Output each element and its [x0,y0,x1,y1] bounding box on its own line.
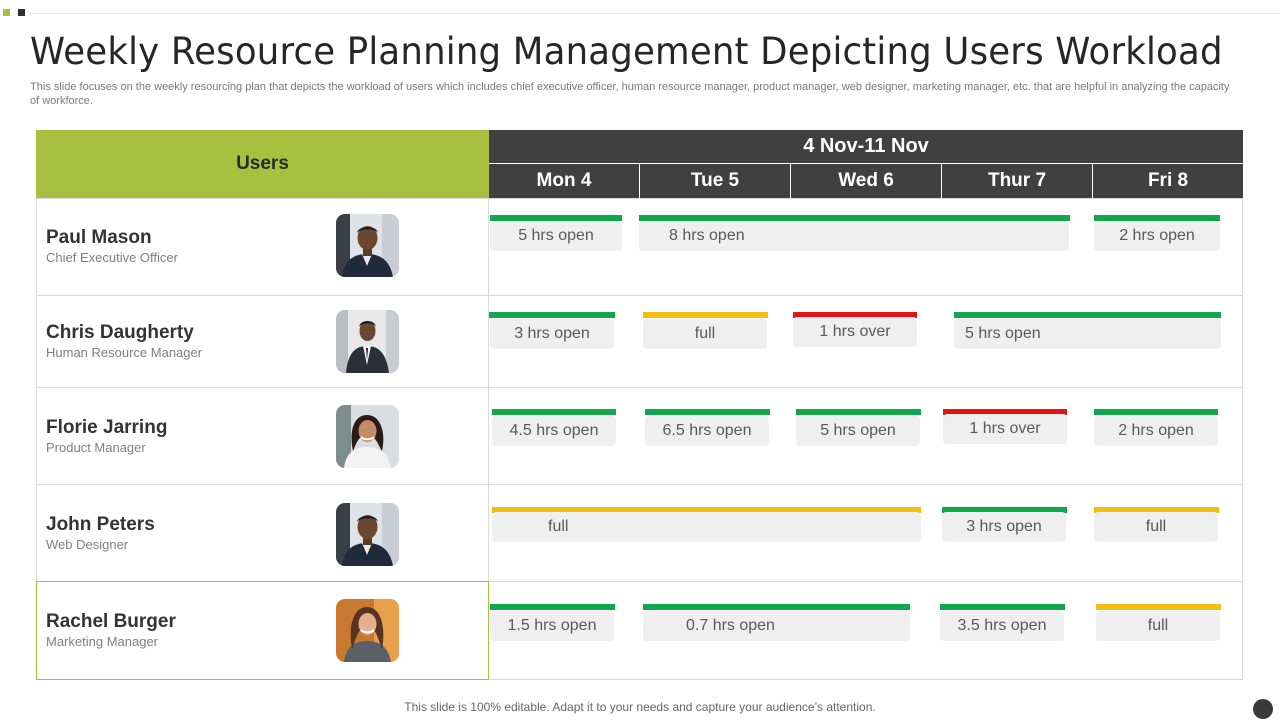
workload-cell[interactable]: 1.5 hrs open [490,611,614,641]
user-role: Human Resource Manager [46,345,203,360]
user-role: Product Manager [46,440,146,455]
man-photo-icon [336,503,399,566]
day-header-fri: Fri 8 [1093,164,1243,198]
status-bar [490,604,615,610]
footer-note: This slide is 100% editable. Adapt it to… [404,700,876,714]
user-avatar [336,405,399,468]
slide-subtitle: This slide focuses on the weekly resourc… [30,81,1230,107]
workload-cell[interactable]: 5 hrs open [954,319,1221,349]
row-divider [36,581,1243,582]
status-bar [492,507,921,513]
workload-cell[interactable]: 1 hrs over [793,317,917,347]
status-bar [796,409,921,415]
status-bar [492,409,616,415]
workload-cell[interactable]: 6.5 hrs open [645,416,769,446]
status-bar [643,312,768,318]
workload-cell[interactable]: 5 hrs open [796,416,920,446]
workload-table: Users 4 Nov-11 Nov Mon 4 Tue 5 Wed 6 Thu… [36,130,1243,680]
workload-cell[interactable]: 1 hrs over [943,414,1067,444]
workload-cell[interactable]: 3 hrs open [942,512,1066,542]
workload-cell[interactable]: full [1096,611,1220,641]
workload-cell[interactable]: full [643,319,767,349]
top-divider [30,13,1280,14]
row-divider [36,198,1243,199]
users-column-divider [488,198,489,680]
workload-cell[interactable]: 2 hrs open [1094,416,1218,446]
status-bar [1096,604,1221,610]
user-name: Rachel Burger [46,611,176,632]
day-header-thur: Thur 7 [942,164,1092,198]
corner-square-green [3,9,10,16]
status-bar [943,409,1067,415]
status-bar [1094,409,1218,415]
status-bar [942,507,1067,513]
workload-cell[interactable]: 3 hrs open [490,319,614,349]
user-name: John Peters [46,514,155,535]
user-name: Chris Daugherty [46,322,194,343]
user-role: Chief Executive Officer [46,250,178,265]
man-photo-icon [336,310,399,373]
status-bar [1094,215,1220,221]
status-bar [643,604,910,610]
user-name: Paul Mason [46,227,152,248]
woman-photo-icon [336,599,399,662]
status-bar [645,409,770,415]
status-bar [1094,507,1219,513]
day-header-tue: Tue 5 [640,164,790,198]
user-avatar [336,599,399,662]
selected-row-outline [36,581,489,680]
status-bar [793,312,917,318]
workload-cell[interactable]: full [492,512,921,542]
workload-cell[interactable]: full [1094,512,1218,542]
user-role: Web Designer [46,537,129,552]
user-role: Marketing Manager [46,634,158,649]
day-header-wed: Wed 6 [791,164,941,198]
users-column-header: Users [36,130,489,198]
row-divider [36,387,1243,388]
user-avatar [336,214,399,277]
week-range-header: 4 Nov-11 Nov [489,130,1243,163]
corner-square-dark [18,9,25,16]
workload-cell[interactable]: 8 hrs open [639,221,1069,251]
status-bar [639,215,1070,221]
status-bar [940,604,1065,610]
status-bar [490,215,622,221]
status-bar [954,312,1221,318]
status-bar [489,312,615,318]
row-divider [36,484,1243,485]
workload-cell[interactable]: 0.7 hrs open [643,611,910,641]
user-name: Florie Jarring [46,417,168,438]
workload-cell[interactable]: 4.5 hrs open [492,416,616,446]
man-photo-icon [336,214,399,277]
workload-cell[interactable]: 2 hrs open [1094,221,1220,251]
user-avatar [336,503,399,566]
footer-dot [1253,699,1273,719]
woman-photo-icon [336,405,399,468]
workload-cell[interactable]: 3.5 hrs open [940,611,1064,641]
slide-title: Weekly Resource Planning Management Depi… [30,30,1223,73]
user-avatar [336,310,399,373]
workload-cell[interactable]: 5 hrs open [490,221,622,251]
row-divider [36,295,1243,296]
day-header-mon: Mon 4 [489,164,639,198]
